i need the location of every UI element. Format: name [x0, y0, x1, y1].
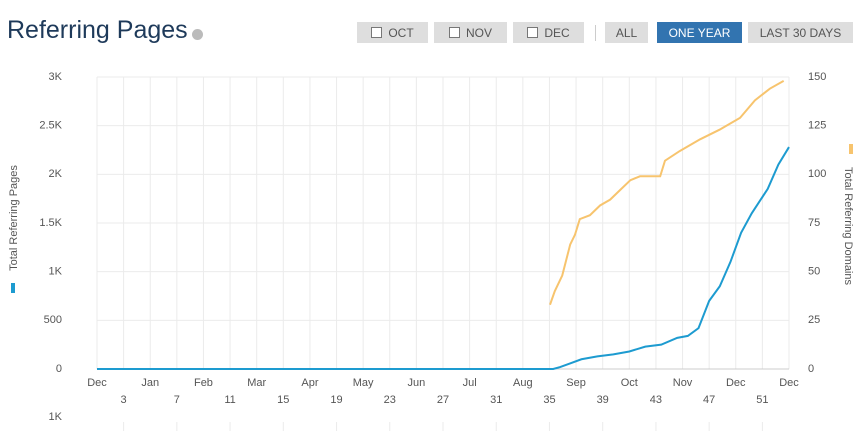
legend-swatch: [849, 144, 853, 154]
y-tick-label: 3K: [49, 71, 63, 83]
week-tick-label: 31: [490, 394, 502, 406]
month-button[interactable]: NOV: [434, 22, 507, 43]
x-tick-label: Dec: [87, 377, 107, 389]
x-tick-label: May: [353, 377, 374, 389]
x-tick-label: Apr: [301, 377, 318, 389]
button-label: OCT: [388, 26, 414, 40]
y2-tick-label: 50: [808, 266, 820, 278]
x-tick-label: Jul: [463, 377, 477, 389]
x-tick-label: Mar: [247, 377, 266, 389]
month-button[interactable]: DEC: [513, 22, 584, 43]
week-tick-label: 43: [650, 394, 662, 406]
y2-tick-label: 75: [808, 217, 820, 229]
y2-tick-label: 100: [808, 168, 826, 180]
range-button[interactable]: LAST 30 DAYS: [748, 22, 853, 43]
week-tick-label: 3: [121, 394, 127, 406]
y-tick-label: 1K: [49, 266, 63, 278]
title-text: Referring Pages: [7, 16, 188, 44]
button-label: DEC: [544, 26, 570, 40]
x-tick-label: Aug: [513, 377, 533, 389]
series-line: [97, 146, 790, 370]
week-tick-label: 47: [703, 394, 715, 406]
y-tick-label: 2.5K: [39, 120, 62, 132]
y-axis-label: Total Referring Pages: [8, 165, 20, 271]
page-title: Referring Pages: [7, 16, 203, 45]
series-line: [549, 80, 785, 306]
x-tick-label: Dec: [726, 377, 746, 389]
y2-tick-label: 25: [808, 314, 820, 326]
week-tick-label: 11: [224, 394, 235, 406]
legend-swatch: [11, 283, 15, 293]
x-tick-label: Dec: [779, 377, 799, 389]
x-tick-label: Sep: [566, 377, 586, 389]
y-tick-label: 1.5K: [39, 217, 62, 229]
y-tick-label: 0: [56, 363, 62, 375]
y2-tick-label: 125: [808, 120, 826, 132]
week-tick-label: 51: [756, 394, 768, 406]
month-button[interactable]: OCT: [357, 22, 428, 43]
x-tick-label: Jan: [141, 377, 159, 389]
range-button[interactable]: ALL: [605, 22, 648, 43]
x-tick-label: Jun: [408, 377, 426, 389]
x-tick-label: Feb: [194, 377, 213, 389]
button-label: NOV: [465, 26, 492, 40]
week-tick-label: 23: [384, 394, 396, 406]
week-tick-label: 39: [597, 394, 609, 406]
y2-tick-label: 150: [808, 71, 826, 83]
week-tick-label: 7: [174, 394, 180, 406]
week-tick-label: 19: [330, 394, 342, 406]
range-button[interactable]: ONE YEAR: [657, 22, 742, 43]
x-tick-label: Oct: [621, 377, 638, 389]
x-tick-label: Nov: [673, 377, 693, 389]
y2-axis-label: Total Referring Domains: [842, 167, 854, 285]
info-icon[interactable]: [191, 29, 203, 40]
week-tick-label: 35: [543, 394, 555, 406]
y-tick-label: 2K: [49, 168, 63, 180]
next-chart-tick-label: 1K: [49, 411, 63, 423]
y2-tick-label: 0: [808, 363, 814, 375]
week-tick-label: 27: [437, 394, 449, 406]
week-tick-label: 15: [277, 394, 289, 406]
y-tick-label: 500: [44, 314, 62, 326]
separator: [595, 25, 596, 41]
